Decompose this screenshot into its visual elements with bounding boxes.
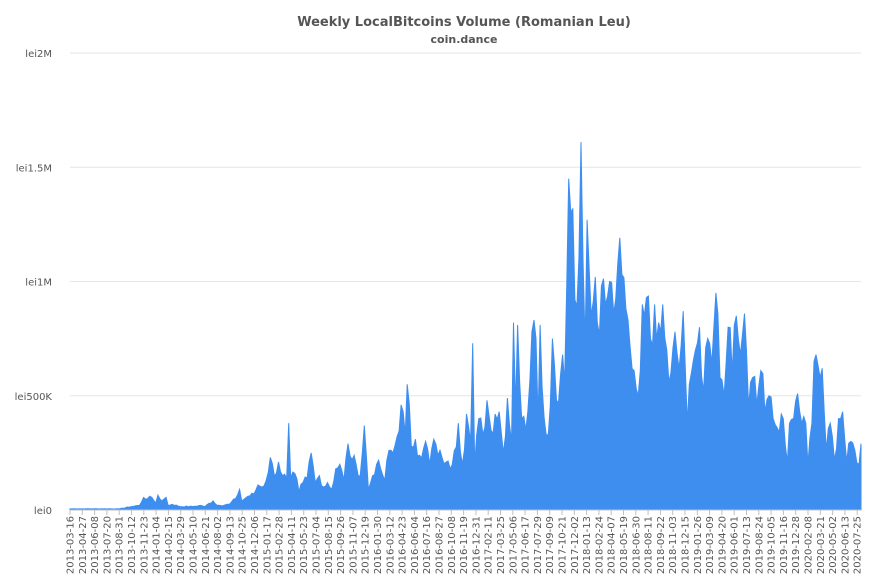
x-tick-label: 2013-03-16 bbox=[66, 516, 77, 574]
x-tick-label: 2015-04-11 bbox=[287, 516, 298, 574]
x-tick-label: 2019-01-26 bbox=[693, 516, 704, 574]
x-tick-label: 2018-01-13 bbox=[582, 516, 593, 574]
x-tick-label: 2013-11-23 bbox=[139, 516, 150, 574]
y-tick-label: lei2M bbox=[25, 49, 52, 60]
x-tick-label: 2013-10-12 bbox=[127, 516, 138, 574]
x-tick-label: 2015-08-15 bbox=[324, 516, 335, 574]
x-tick-label: 2016-10-08 bbox=[447, 516, 458, 574]
x-tick-label: 2019-10-05 bbox=[767, 516, 778, 574]
x-tick-label: 2017-10-21 bbox=[558, 516, 569, 574]
x-tick-label: 2014-06-21 bbox=[201, 516, 212, 574]
x-tick-label: 2014-10-25 bbox=[238, 516, 249, 574]
x-tick-label: 2018-09-22 bbox=[656, 516, 667, 574]
x-tick-label: 2013-07-20 bbox=[102, 516, 113, 574]
x-tick-label: 2014-12-06 bbox=[250, 516, 261, 574]
x-tick-label: 2017-05-06 bbox=[508, 516, 519, 574]
x-tick-label: 2014-03-29 bbox=[176, 516, 187, 574]
x-tick-label: 2015-09-26 bbox=[336, 516, 347, 574]
x-tick-label: 2013-08-31 bbox=[115, 516, 126, 574]
x-tick-label: 2019-11-16 bbox=[779, 516, 790, 574]
x-tick-label: 2017-03-25 bbox=[496, 516, 507, 574]
x-tick-label: 2016-04-23 bbox=[398, 516, 409, 574]
x-tick-label: 2016-11-19 bbox=[459, 516, 470, 574]
chart-subtitle: coin.dance bbox=[431, 33, 498, 46]
x-tick-label: 2018-02-24 bbox=[594, 516, 605, 574]
x-tick-label: 2015-11-07 bbox=[348, 516, 359, 574]
chart-title: Weekly LocalBitcoins Volume (Romanian Le… bbox=[297, 15, 631, 30]
x-tick-label: 2018-04-07 bbox=[607, 516, 618, 574]
x-tick-label: 2018-11-03 bbox=[668, 516, 679, 574]
x-tick-label: 2013-04-27 bbox=[78, 516, 89, 574]
x-tick-label: 2019-12-28 bbox=[791, 516, 802, 574]
x-tick-label: 2018-06-30 bbox=[631, 516, 642, 574]
x-tick-label: 2014-08-02 bbox=[213, 516, 224, 574]
y-tick-label: lei1M bbox=[25, 278, 52, 289]
y-tick-label: lei1.5M bbox=[16, 163, 52, 174]
x-tick-label: 2015-12-19 bbox=[361, 516, 372, 574]
x-tick-label: 2016-01-30 bbox=[373, 516, 384, 574]
x-tick-label: 2020-05-02 bbox=[828, 516, 839, 574]
x-tick-label: 2015-07-04 bbox=[312, 516, 323, 574]
x-tick-label: 2017-07-29 bbox=[533, 516, 544, 574]
x-axis-ticks: 2013-03-16 2013-04-27 2013-06-08 2013-07-20… bbox=[66, 510, 864, 574]
x-tick-label: 2014-02-15 bbox=[164, 516, 175, 574]
x-tick-label: 2019-07-13 bbox=[742, 516, 753, 574]
y-tick-label: lei500K bbox=[15, 392, 53, 403]
x-tick-label: 2015-01-17 bbox=[262, 516, 273, 574]
x-tick-label: 2019-06-01 bbox=[730, 516, 741, 574]
x-tick-label: 2020-07-25 bbox=[853, 516, 864, 574]
x-tick-label: 2018-05-19 bbox=[619, 516, 630, 574]
x-tick-label: 2014-05-10 bbox=[189, 516, 200, 574]
x-tick-label: 2017-02-11 bbox=[484, 516, 495, 574]
x-tick-label: 2020-02-08 bbox=[804, 516, 815, 574]
x-tick-label: 2016-07-16 bbox=[422, 516, 433, 574]
x-tick-label: 2019-04-20 bbox=[717, 516, 728, 574]
x-tick-label: 2015-02-28 bbox=[275, 516, 286, 574]
x-tick-label: 2014-01-04 bbox=[152, 516, 163, 574]
series-area-layer bbox=[69, 142, 862, 511]
x-tick-label: 2016-08-27 bbox=[435, 516, 446, 574]
x-tick-label: 2019-08-24 bbox=[754, 516, 765, 574]
x-tick-label: 2018-12-15 bbox=[681, 516, 692, 574]
x-tick-label: 2017-09-09 bbox=[545, 516, 556, 574]
x-tick-label: 2018-08-11 bbox=[644, 516, 655, 574]
x-tick-label: 2015-05-23 bbox=[299, 516, 310, 574]
x-tick-label: 2014-09-13 bbox=[225, 516, 236, 574]
x-tick-label: 2017-06-17 bbox=[521, 516, 532, 574]
y-axis-ticks: lei0 lei500K lei1M lei1.5M lei2M bbox=[15, 49, 53, 517]
x-tick-label: 2016-03-12 bbox=[385, 516, 396, 574]
x-tick-label: 2013-06-08 bbox=[90, 516, 101, 574]
x-tick-label: 2020-06-13 bbox=[840, 516, 851, 574]
series-area bbox=[69, 142, 862, 511]
x-tick-label: 2017-12-02 bbox=[570, 516, 581, 574]
x-tick-label: 2020-03-21 bbox=[816, 516, 827, 574]
x-tick-label: 2016-06-04 bbox=[410, 516, 421, 574]
x-tick-label: 2016-12-31 bbox=[471, 516, 482, 574]
x-tick-label: 2019-03-09 bbox=[705, 516, 716, 574]
y-tick-label: lei0 bbox=[34, 506, 52, 517]
